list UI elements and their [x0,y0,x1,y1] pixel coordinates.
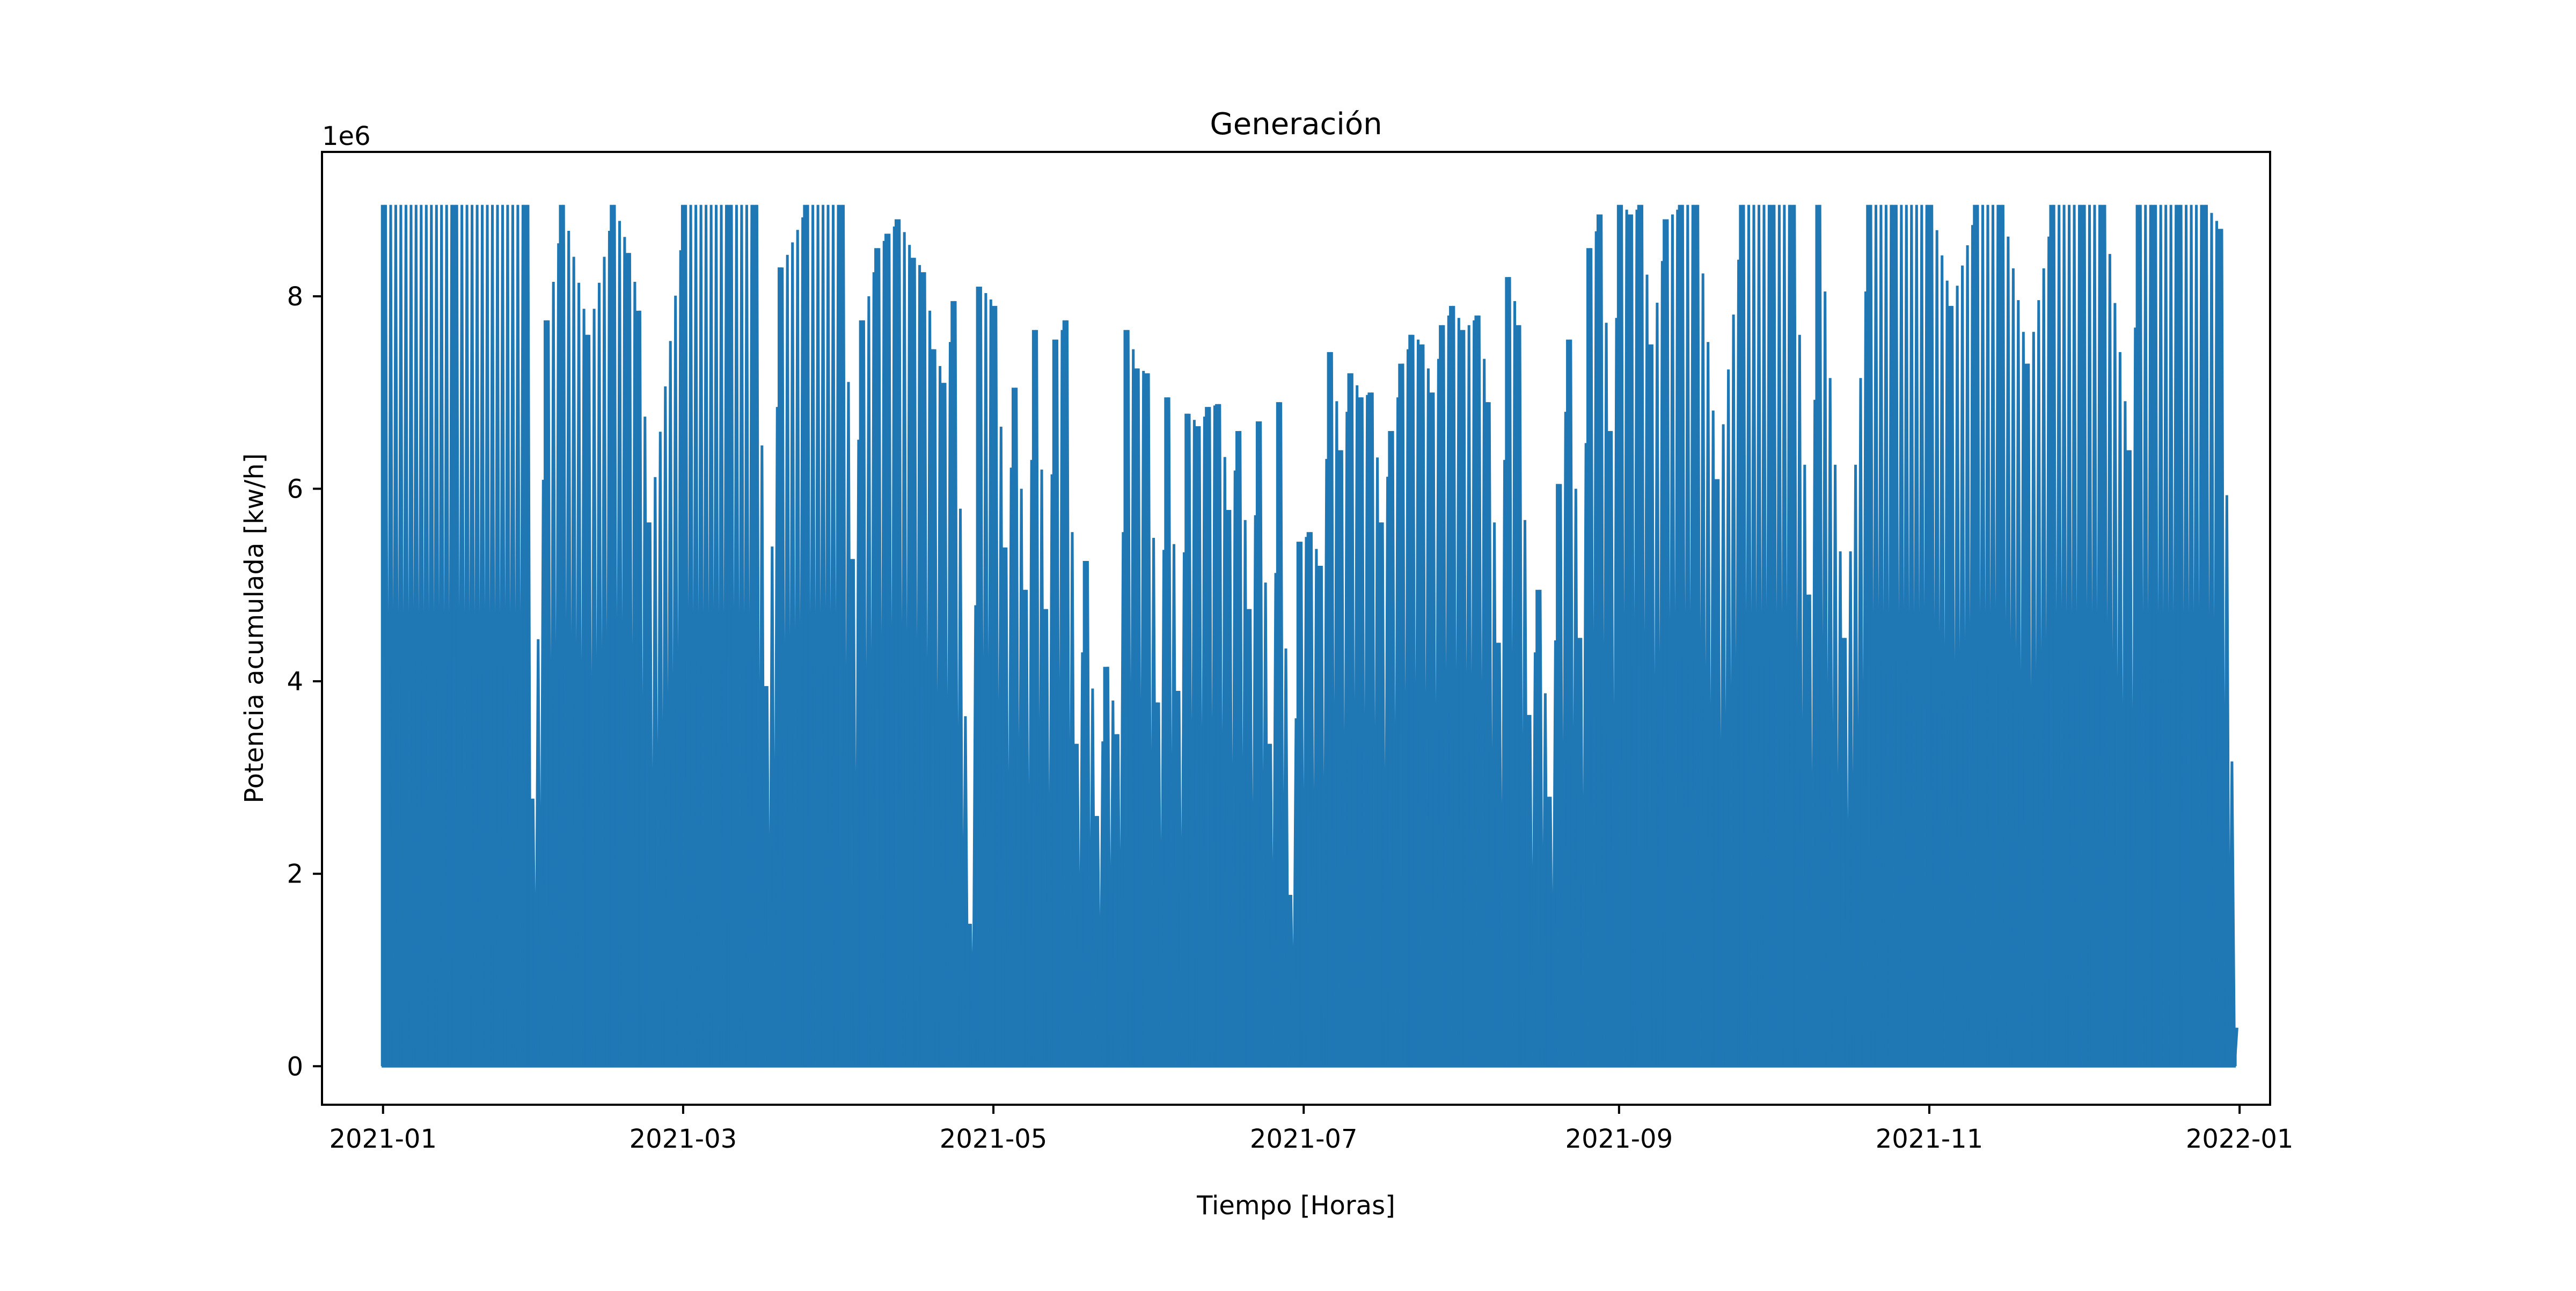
axis-ticks: 2021-01 2021-03 2021-05 2021-07 2021-09 2021-… [287,282,2293,1154]
x-tick-label: 2021-09 [1565,1124,1673,1154]
y-tick-label: 4 [287,667,303,697]
x-tick-label: 2021-11 [1876,1124,1984,1154]
x-tick-label: 2021-01 [329,1124,437,1154]
x-tick-label: 2021-07 [1250,1124,1358,1154]
x-tick-label: 2021-05 [940,1124,1048,1154]
y-tick-label: 0 [287,1052,303,1082]
x-tick-label: 2021-03 [630,1124,737,1154]
y-tick-label: 6 [287,475,303,505]
axes-frame [321,151,2271,1106]
y-axis-label: Potencia acumulada [kw/h] [239,453,269,803]
x-axis-label: Tiempo [Horas] [1196,1191,1395,1221]
y-axis-offset-label: 1e6 [322,121,371,151]
chart-title: Generación [1210,107,1382,142]
x-tick-label: 2022-01 [2186,1124,2294,1154]
plot-area [380,205,2238,1068]
y-tick-label: 2 [287,859,303,889]
y-tick-label: 8 [287,282,303,312]
